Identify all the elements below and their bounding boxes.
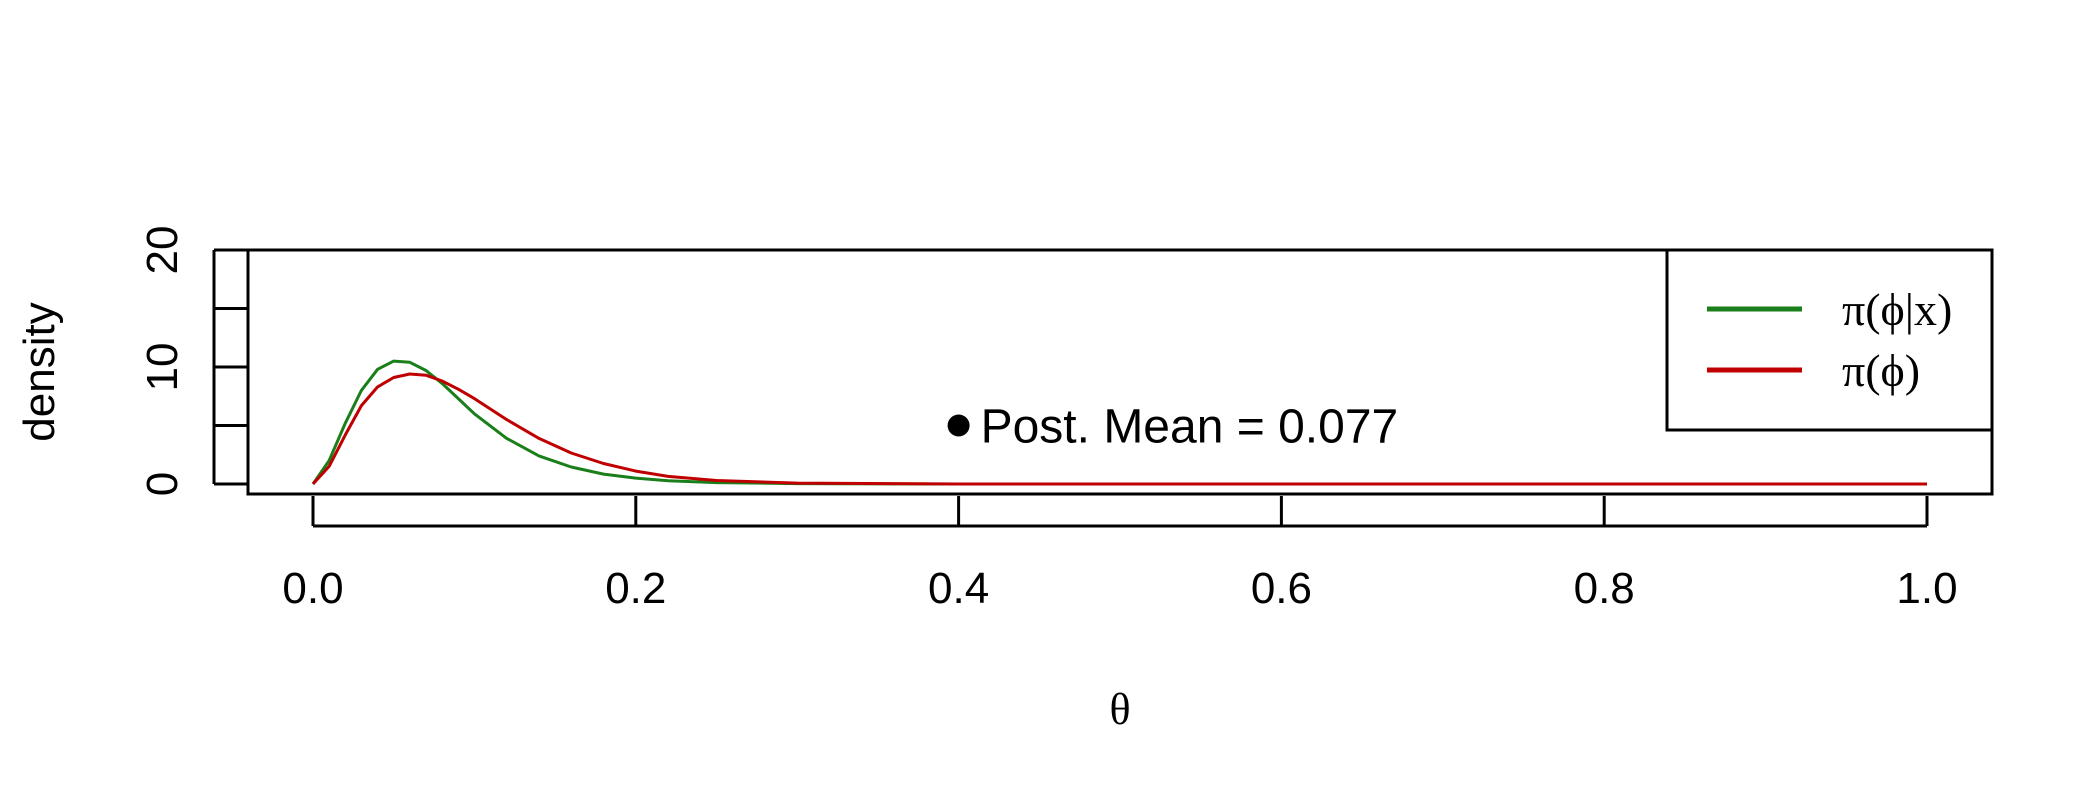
x-tick-label: 0.8 bbox=[1574, 564, 1635, 613]
legend-label-2: π(ϕ) bbox=[1842, 345, 1920, 396]
x-tick-label: 1.0 bbox=[1896, 564, 1957, 613]
x-tick-label: 0.2 bbox=[605, 564, 666, 613]
post-mean-label: Post. Mean = 0.077 bbox=[981, 401, 1399, 454]
series-line-2 bbox=[311, 372, 1927, 486]
legend-box bbox=[1665, 250, 1992, 432]
post-mean-marker bbox=[947, 414, 970, 437]
x-tick-label: 0.6 bbox=[1251, 564, 1312, 613]
x-axis-title: θ bbox=[1109, 685, 1130, 734]
y-axis-title: density bbox=[15, 302, 64, 441]
x-tick-label: 0.0 bbox=[282, 564, 343, 613]
plot-frame bbox=[246, 248, 1994, 496]
y-tick-label: 10 bbox=[138, 343, 187, 392]
y-tick-label: 0 bbox=[138, 472, 187, 496]
x-tick-label: 0.4 bbox=[928, 564, 989, 613]
legend-label-1: π(ϕ|x) bbox=[1842, 284, 1952, 335]
y-tick-label: 20 bbox=[138, 226, 187, 275]
